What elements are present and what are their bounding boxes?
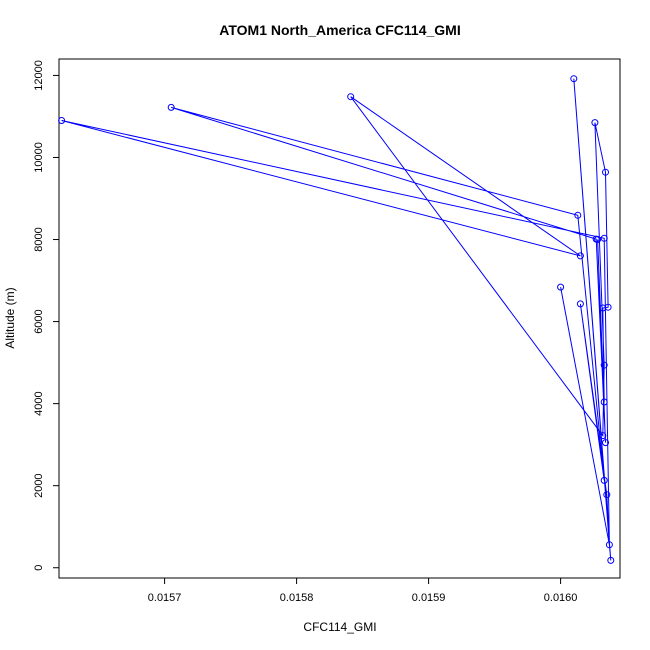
series-layer <box>58 75 615 564</box>
x-tick-label: 0.0157 <box>148 592 182 604</box>
data-point <box>600 398 608 406</box>
y-tick-label: 4000 <box>33 391 45 415</box>
data-point <box>570 75 578 83</box>
data-point <box>602 439 609 447</box>
data-point <box>591 119 599 127</box>
data-point <box>602 168 609 176</box>
data-point <box>600 476 608 484</box>
data-point <box>600 234 608 242</box>
data-point <box>604 303 612 311</box>
y-axis: 0 2000 4000 6000 8000 10000 12000 <box>33 60 59 571</box>
data-point <box>576 252 584 260</box>
data-point <box>167 103 175 111</box>
data-point <box>599 432 607 440</box>
y-tick-label: 8000 <box>33 227 45 251</box>
data-point <box>603 491 611 499</box>
x-tick-label: 0.0160 <box>544 592 578 604</box>
y-tick-label: 2000 <box>33 473 45 497</box>
data-point <box>600 361 608 369</box>
data-point <box>574 211 582 219</box>
x-axis-label: CFC114_GMI <box>303 620 376 634</box>
data-point <box>347 93 355 101</box>
data-point <box>607 556 615 564</box>
plot-frame <box>58 58 621 579</box>
data-point <box>557 283 565 291</box>
data-point <box>58 117 66 124</box>
x-tick-label: 0.0158 <box>280 592 314 604</box>
data-point <box>576 300 584 308</box>
y-tick-label: 6000 <box>33 309 45 333</box>
chart-title: ATOM1 North_America CFC114_GMI <box>219 22 460 38</box>
plot-area <box>58 58 621 579</box>
y-tick-label: 12000 <box>33 60 45 91</box>
data-point <box>592 235 600 243</box>
series-line <box>61 78 612 561</box>
data-point <box>605 541 613 549</box>
y-tick-label: 10000 <box>33 142 45 173</box>
y-axis-label: Altitude (m) <box>3 287 17 348</box>
x-axis: 0.0157 0.0158 0.0159 0.0160 <box>148 578 578 604</box>
y-tick-label: 0 <box>33 565 45 571</box>
data-point <box>599 304 607 312</box>
x-tick-label: 0.0159 <box>412 592 446 604</box>
